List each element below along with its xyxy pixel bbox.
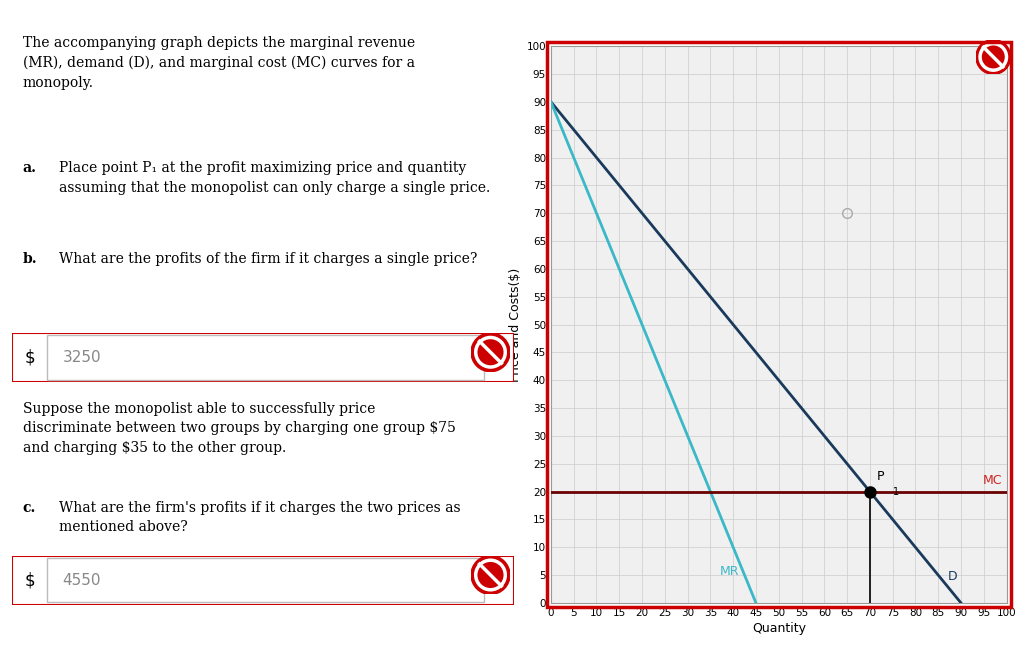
X-axis label: Quantity: Quantity: [752, 622, 806, 635]
Text: What are the profits of the firm if it charges a single price?: What are the profits of the firm if it c…: [59, 252, 478, 266]
Text: MC: MC: [983, 474, 1002, 487]
Text: c.: c.: [23, 501, 36, 515]
Text: D: D: [947, 571, 957, 583]
Circle shape: [976, 40, 1011, 74]
Circle shape: [471, 333, 510, 372]
Circle shape: [471, 556, 510, 594]
Text: The accompanying graph depicts the marginal revenue
(MR), demand (D), and margin: The accompanying graph depicts the margi…: [23, 36, 415, 90]
Text: MR: MR: [720, 565, 739, 578]
Text: $: $: [25, 571, 35, 589]
Text: a.: a.: [23, 161, 37, 175]
Text: b.: b.: [23, 252, 37, 266]
Text: P: P: [877, 471, 884, 483]
Text: $: $: [25, 349, 35, 366]
Bar: [47, 335, 484, 380]
Text: What are the firm's profits if it charges the two prices as
mentioned above?: What are the firm's profits if it charge…: [59, 501, 461, 534]
Text: 3250: 3250: [62, 350, 101, 365]
Y-axis label: Price and Costs($): Price and Costs($): [509, 268, 522, 382]
Text: 4550: 4550: [62, 573, 101, 588]
Text: Place point P₁ at the profit maximizing price and quantity
assuming that the mon: Place point P₁ at the profit maximizing …: [59, 161, 490, 195]
Bar: [47, 558, 484, 602]
Text: 1: 1: [893, 487, 899, 497]
Text: Suppose the monopolist able to successfully price
discriminate between two group: Suppose the monopolist able to successfu…: [23, 402, 456, 455]
